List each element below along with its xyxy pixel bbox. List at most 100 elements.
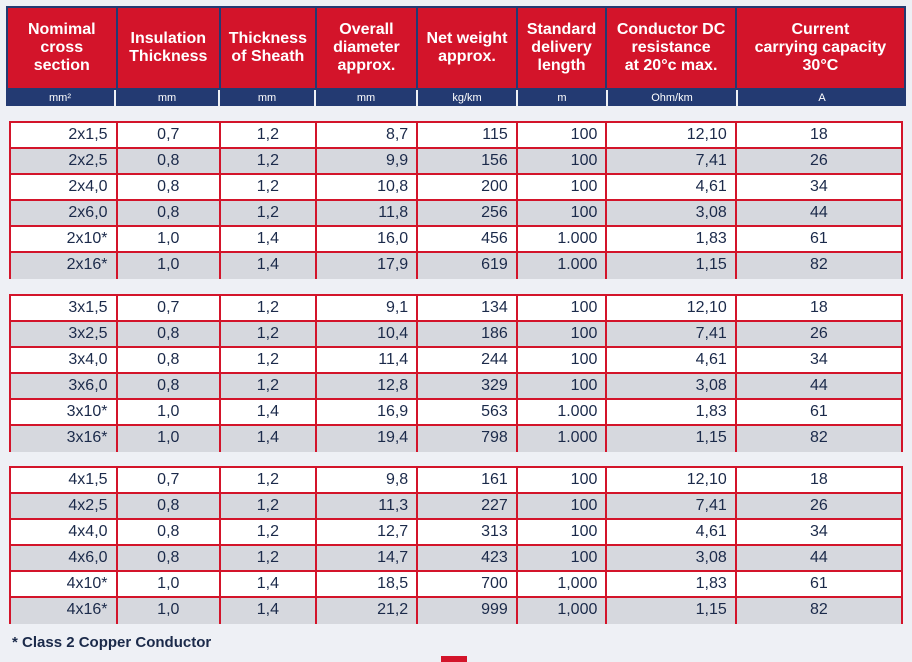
table-cell: 2x6,0 (11, 201, 118, 225)
column-header: Insulation Thickness (118, 8, 222, 88)
table-cell: 329 (418, 374, 518, 398)
table-cell: 26 (809, 152, 828, 169)
table-header: Nomimal cross section Insulation Thicknes… (6, 6, 906, 90)
table-cell: 0,8 (118, 374, 222, 398)
column-header: Standard delivery length (518, 8, 608, 88)
column-header: Thickness of Sheath (221, 8, 317, 88)
table-cell: 2x4,0 (11, 175, 118, 199)
table-cell: 100 (518, 348, 608, 372)
table-cell: 3x10* (11, 400, 118, 424)
table-cell: 4x1,5 (11, 468, 118, 492)
table-cell: 16,9 (317, 400, 419, 424)
table-row: 3x4,0 0,8 1,2 11,4 244 100 4,61 34 (11, 348, 901, 374)
column-unit: Ohm/km (608, 90, 738, 106)
table-cell: 100 (518, 468, 608, 492)
table-cell: 4x10* (11, 572, 118, 596)
table-cell: 18 (809, 471, 828, 488)
table-cell: 227 (418, 494, 518, 518)
table-cell: 1,2 (221, 322, 317, 346)
table-cell: 4x6,0 (11, 546, 118, 570)
table-cell: 3x4,0 (11, 348, 118, 372)
table-cell: 3,08 (607, 201, 737, 225)
table-cell: 26 (809, 497, 828, 514)
table-cell: 0,8 (118, 149, 222, 173)
table-cell: 11,3 (317, 494, 419, 518)
table-cell: 456 (418, 227, 518, 251)
table-cell: 34 (809, 351, 828, 368)
table-cell: 4,61 (607, 348, 737, 372)
column-header: Current carrying capacity 30°C (754, 21, 887, 74)
table-row: 3x6,0 0,8 1,2 12,8 329 100 3,08 44 (11, 374, 901, 400)
table-cell: 18 (809, 299, 828, 316)
table-cell: 100 (518, 494, 608, 518)
column-unit: mm² (6, 90, 116, 106)
table-cell: 313 (418, 520, 518, 544)
footnote: * Class 2 Copper Conductor (12, 634, 212, 651)
table-row: 2x4,0 0,8 1,2 10,8 200 100 4,61 34 (11, 175, 901, 201)
column-header: Nomimal cross section (8, 8, 118, 88)
table-cell: 1.000 (518, 227, 608, 251)
bottom-tab-marker (441, 656, 467, 662)
column-header: Conductor DC resistance at 20°c max. (607, 8, 737, 88)
table-cell: 1,0 (118, 227, 222, 251)
table-cell: 1,0 (118, 426, 222, 452)
table-cell: 0,8 (118, 494, 222, 518)
table-cell: 9,1 (317, 296, 419, 320)
table-cell: 21,2 (317, 598, 419, 624)
table-cell: 423 (418, 546, 518, 570)
table-cell: 4x16* (11, 598, 118, 624)
table-cell: 1,2 (221, 201, 317, 225)
table-cell: 100 (518, 296, 608, 320)
table-row: 2x10* 1,0 1,4 16,0 456 1.000 1,83 61 (11, 227, 901, 253)
table-cell: 12,8 (317, 374, 419, 398)
table-cell: 1,2 (221, 123, 317, 147)
table-cell: 26 (809, 325, 828, 342)
table-cell: 1,2 (221, 175, 317, 199)
table-cell: 1,4 (221, 400, 317, 424)
table-cell: 186 (418, 322, 518, 346)
table-cell: 256 (418, 201, 518, 225)
table-cell: 563 (418, 400, 518, 424)
table-cell: 1,2 (221, 520, 317, 544)
table-cell: 161 (418, 468, 518, 492)
table-cell: 34 (809, 178, 828, 195)
table-group: 2x1,5 0,7 1,2 8,7 115 100 12,10 18 2x2,5 0,8 1,2 9,… (9, 121, 903, 279)
table-row: 2x6,0 0,8 1,2 11,8 256 100 3,08 44 (11, 201, 901, 227)
table-cell: 1,15 (607, 253, 737, 279)
table-row: 3x16* 1,0 1,4 19,4 798 1.000 1,15 82 (11, 426, 901, 452)
table-cell: 2x1,5 (11, 123, 118, 147)
table-row: 4x6,0 0,8 1,2 14,7 423 100 3,08 44 (11, 546, 901, 572)
table-row: 3x1,5 0,7 1,2 9,1 134 100 12,10 18 (11, 296, 901, 322)
table-cell: 3x2,5 (11, 322, 118, 346)
table-cell: 0,7 (118, 123, 222, 147)
table-cell: 17,9 (317, 253, 419, 279)
table-cell: 7,41 (607, 494, 737, 518)
table-cell: 8,7 (317, 123, 419, 147)
table-cell: 100 (518, 546, 608, 570)
table-cell: 7,41 (607, 322, 737, 346)
table-cell: 61 (809, 575, 828, 592)
table-cell: 18 (809, 126, 828, 143)
table-cell: 3x6,0 (11, 374, 118, 398)
table-cell: 0,8 (118, 201, 222, 225)
table-cell: 1.000 (518, 400, 608, 424)
table-row: 4x16* 1,0 1,4 21,2 999 1,000 1,15 82 (11, 598, 901, 624)
table-cell: 1,4 (221, 227, 317, 251)
table-cell: 1,83 (607, 572, 737, 596)
column-unit: m (518, 90, 608, 106)
table-cell: 2x16* (11, 253, 118, 279)
table-row: 2x1,5 0,7 1,2 8,7 115 100 12,10 18 (11, 123, 901, 149)
table-cell: 61 (809, 403, 828, 420)
table-cell: 10,8 (317, 175, 419, 199)
column-unit: kg/km (418, 90, 518, 106)
column-header: Net weight approx. (418, 8, 518, 88)
table-cell: 100 (518, 520, 608, 544)
table-cell: 2x10* (11, 227, 118, 251)
table-cell: 0,8 (118, 520, 222, 544)
table-cell: 1.000 (518, 253, 608, 279)
table-cell: 12,10 (607, 296, 737, 320)
table-cell: 1,15 (607, 598, 737, 624)
table-row: 4x4,0 0,8 1,2 12,7 313 100 4,61 34 (11, 520, 901, 546)
table-cell: 999 (418, 598, 518, 624)
table-cell: 134 (418, 296, 518, 320)
